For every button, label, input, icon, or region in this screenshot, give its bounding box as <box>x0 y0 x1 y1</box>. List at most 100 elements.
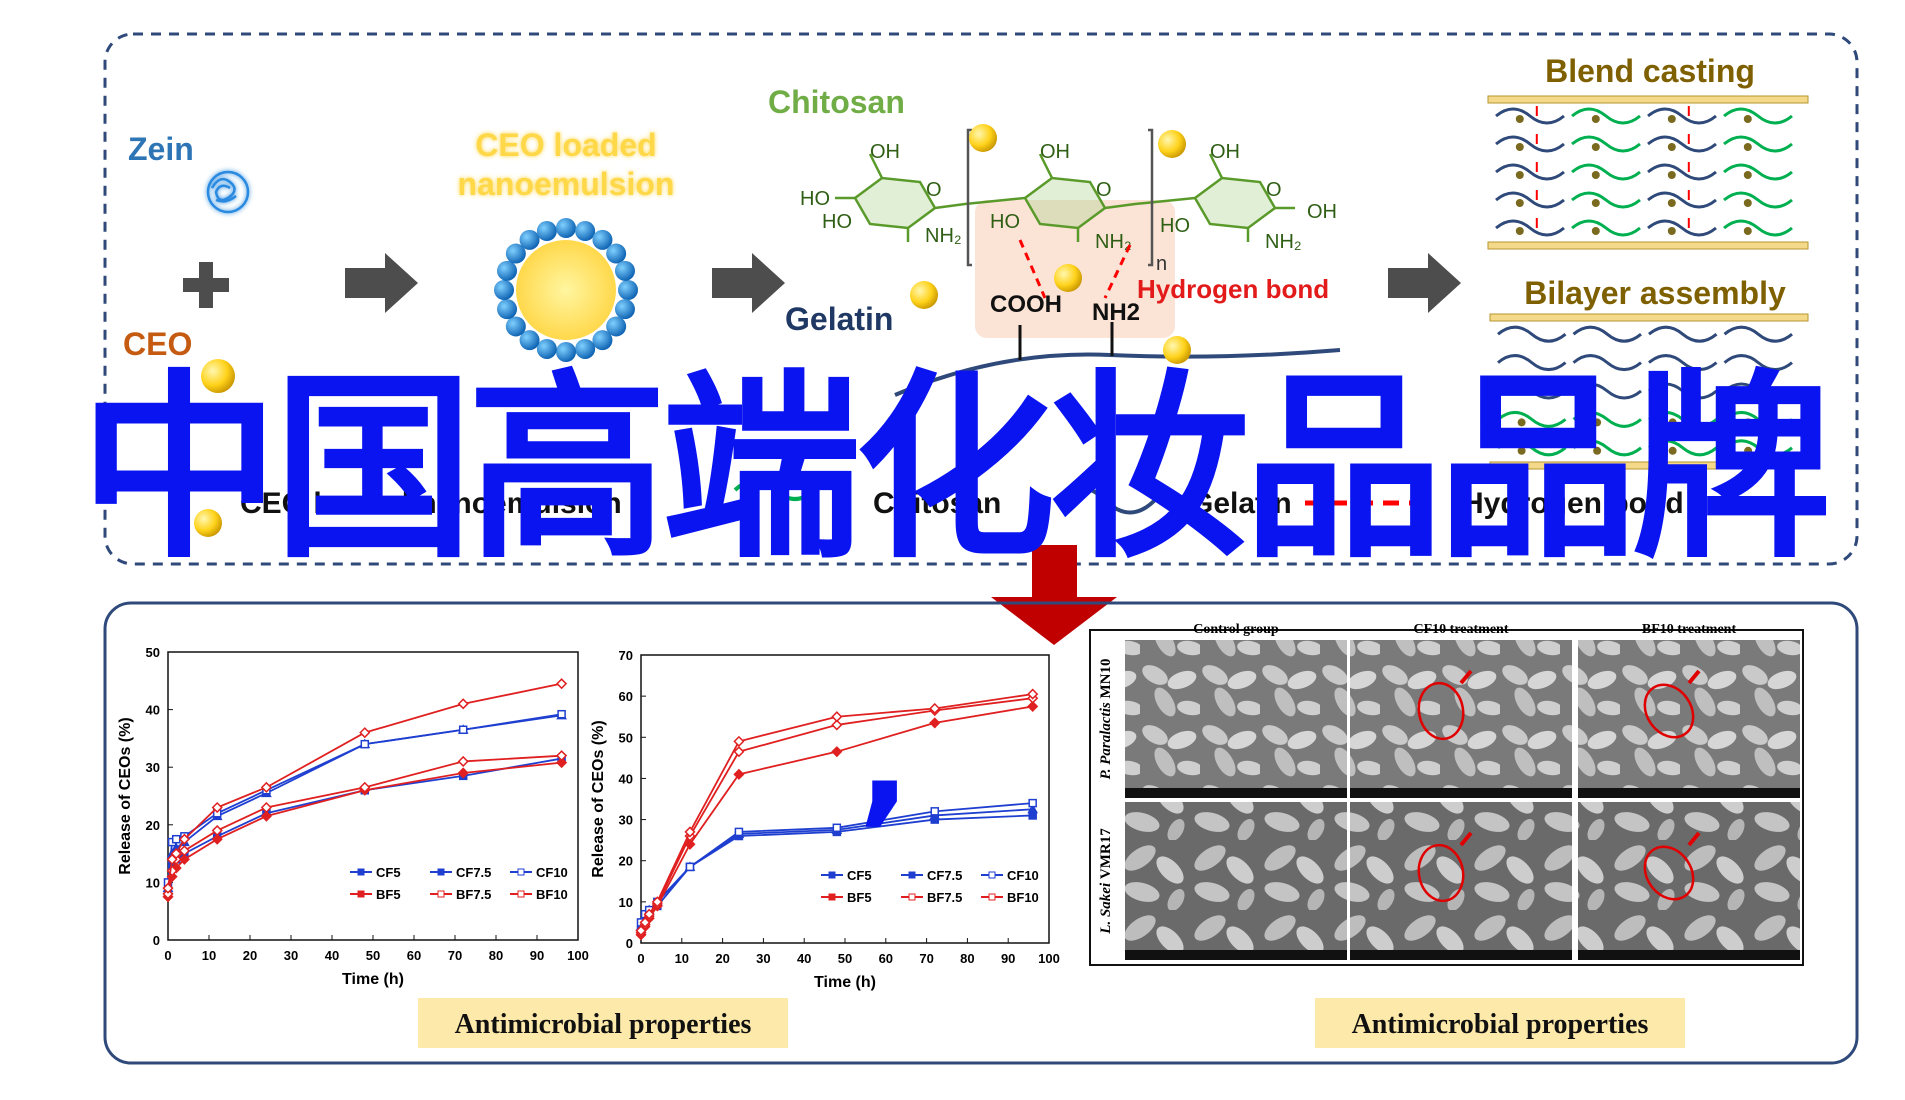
zein-bead <box>592 330 613 351</box>
highlight-ellipse <box>1417 681 1465 741</box>
polymer-chain <box>1495 135 1565 153</box>
data-point-BF10 <box>639 916 651 928</box>
legend-marker-BF10 <box>988 893 996 901</box>
data-point-BF7.5 <box>211 824 223 837</box>
legend-green-line-icon <box>733 479 817 501</box>
series-line-BF7.5 <box>167 754 562 895</box>
right-bottom-label: Antimicrobial properties <box>1352 1009 1649 1040</box>
legend-label-BF10: BF10 <box>1007 890 1039 905</box>
data-point-BF10 <box>831 711 843 723</box>
bilayer-assembly-label: Bilayer assembly <box>1524 275 1786 311</box>
legend-label-hydrogen-bond: Hydrogen bond <box>1462 487 1684 520</box>
bilayer-assembly-film <box>1489 313 1809 470</box>
data-point-BF7.5 <box>457 755 469 768</box>
data-point-BF7.5 <box>178 845 190 857</box>
micrograph-column-title: BF10 treatment <box>1642 622 1737 637</box>
x-tick-label: 30 <box>284 948 298 963</box>
zein-bead <box>556 342 576 362</box>
micrograph-column-title: Control group <box>1193 622 1279 637</box>
arrow-icon <box>345 253 418 313</box>
legend-marker-CF7.5 <box>908 871 916 879</box>
film-droplet <box>1744 446 1753 455</box>
x-tick-label: 80 <box>960 951 974 966</box>
svg-text:HO: HO <box>990 211 1020 233</box>
polymer-chain <box>1648 439 1718 457</box>
cooh-label: COOH <box>990 291 1062 318</box>
pointer-arrow-icon <box>1687 669 1701 685</box>
y-tick-label: 30 <box>146 760 160 775</box>
left-bottom-label: Antimicrobial properties <box>455 1009 752 1040</box>
data-point-BF5 <box>556 757 568 769</box>
nanoemulsion-caption: CEO loaded nanoemulsion <box>458 127 675 202</box>
data-point-BF5 <box>457 767 469 779</box>
polymer-chain <box>1495 107 1565 125</box>
plot-area <box>167 651 579 941</box>
film-droplet <box>1515 227 1524 235</box>
data-point-BF5 <box>1027 700 1039 712</box>
pointer-arrow-icon <box>1687 831 1701 847</box>
data-point-BF5 <box>211 833 223 845</box>
film-droplet <box>1591 199 1600 207</box>
data-point-CF10 <box>930 807 940 816</box>
nanoemulsion-droplet <box>494 218 638 362</box>
polymer-chain <box>1495 219 1565 237</box>
legend-label-CF5: CF5 <box>847 868 872 883</box>
polymer-chain <box>1648 325 1718 343</box>
polymer-chain <box>1497 325 1567 343</box>
sem-info-bar <box>1350 788 1572 798</box>
polymer-chain <box>1647 135 1717 153</box>
zein-bead <box>606 316 627 337</box>
zein-bead <box>575 338 596 359</box>
svg-text:O: O <box>926 179 942 201</box>
film-droplet <box>1593 446 1602 455</box>
film-plate <box>1487 95 1809 104</box>
data-point-BF10 <box>211 801 223 814</box>
polymer-chain <box>1497 439 1567 457</box>
film-droplet <box>1517 446 1526 455</box>
sem-image <box>1350 802 1572 960</box>
legend-blue-line-icon <box>1053 485 1157 515</box>
legend-label-BF10: BF10 <box>536 887 568 902</box>
series-line-CF10 <box>640 802 1033 923</box>
legend-marker-CF5 <box>357 868 365 876</box>
sem-image <box>1350 640 1572 798</box>
legend-marker-BF5 <box>828 893 836 901</box>
y-tick-label: 10 <box>146 875 160 890</box>
data-point-BF10 <box>260 781 272 793</box>
right-label-box <box>1315 998 1685 1048</box>
film-droplet <box>1591 115 1600 123</box>
down-arrow-icon <box>991 545 1117 645</box>
sem-image <box>1578 640 1800 798</box>
sem-image <box>1125 640 1347 798</box>
legend-marker-CF10 <box>517 868 525 876</box>
top-legend: CEO loaded nanoemulsion Chitosan Gelatin… <box>194 479 1684 537</box>
hydrogen-bond-label: Hydrogen bond <box>1137 274 1329 304</box>
y-tick-label: 40 <box>619 771 633 786</box>
zein-label: Zein <box>128 131 194 167</box>
release-chart-left: 0 10 20 30 40 50 60 70 80 90 100 0 10 20 30 40 50 Time (h… <box>117 645 589 988</box>
zein-bead <box>519 330 540 351</box>
y-tick-label: 40 <box>146 703 160 718</box>
data-point-BF5 <box>733 768 745 780</box>
y-tick-label: 20 <box>146 818 160 833</box>
row-label-strain: MN10 <box>1098 659 1114 699</box>
plus-icon <box>183 262 229 308</box>
data-point-BF10 <box>651 896 663 908</box>
svg-text:OH: OH <box>1210 141 1240 163</box>
polymer-chain <box>1647 191 1717 209</box>
zein-bead <box>614 260 635 281</box>
legend-label-CF10: CF10 <box>1007 868 1039 883</box>
legend-marker-BF7.5 <box>908 893 916 901</box>
data-point-BF10 <box>162 882 174 894</box>
gelatin-label: Gelatin <box>785 301 893 337</box>
sem-info-bar <box>1578 788 1800 798</box>
y-tick-label: 60 <box>619 689 633 704</box>
sem-micrograph-grid: Control group CF10 treatment BF10 treatmen… <box>1089 622 1804 966</box>
film-droplet <box>1667 143 1676 151</box>
film-droplet <box>1744 418 1753 427</box>
x-axis-label: Time (h) <box>814 974 876 991</box>
legend-marker-CF7.5 <box>437 868 445 876</box>
sem-info-bar <box>1125 788 1347 798</box>
